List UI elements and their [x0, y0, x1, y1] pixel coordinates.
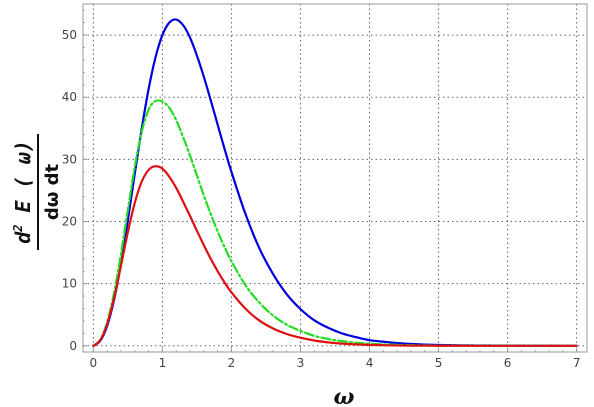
x-tick-label: 0 — [90, 356, 98, 370]
y-label-numerator-rest: E ( ω) — [11, 140, 35, 224]
x-tick-label: 1 — [159, 356, 167, 370]
x-tick-label: 6 — [504, 356, 512, 370]
x-tick-label: 4 — [366, 356, 374, 370]
series-line-2 — [92, 99, 578, 347]
y-tick-label: 30 — [62, 152, 77, 166]
y-tick-label: 10 — [62, 277, 77, 291]
y-axis-label: d2 E ( ω) dω dt — [11, 134, 63, 250]
y-tick-label: 0 — [69, 339, 77, 353]
x-tick-label: 2 — [228, 356, 236, 370]
y-tick-label: 50 — [62, 28, 77, 42]
plot-frame — [82, 3, 588, 353]
grid-lines — [83, 4, 587, 352]
y-axis-label-numerator: d2 E ( ω) — [11, 140, 35, 244]
y-tick-label: 40 — [62, 90, 77, 104]
x-tick-label: 3 — [297, 356, 305, 370]
x-axis-label: ω — [334, 384, 355, 407]
y-tick-label: 20 — [62, 215, 77, 229]
x-tick-label: 5 — [435, 356, 443, 370]
series-line-3 — [92, 165, 578, 347]
axis-ticks: 0 1 2 3 4 5 6 7 0 10 20 30 40 50 — [62, 9, 581, 370]
series-line-1 — [92, 18, 578, 347]
series-lines — [92, 18, 578, 347]
y-label-superscript: 2 — [11, 225, 25, 233]
x-tick-label: 7 — [573, 356, 581, 370]
y-axis-label-denominator: dω dt — [42, 163, 63, 220]
y-label-d: d — [11, 231, 35, 244]
